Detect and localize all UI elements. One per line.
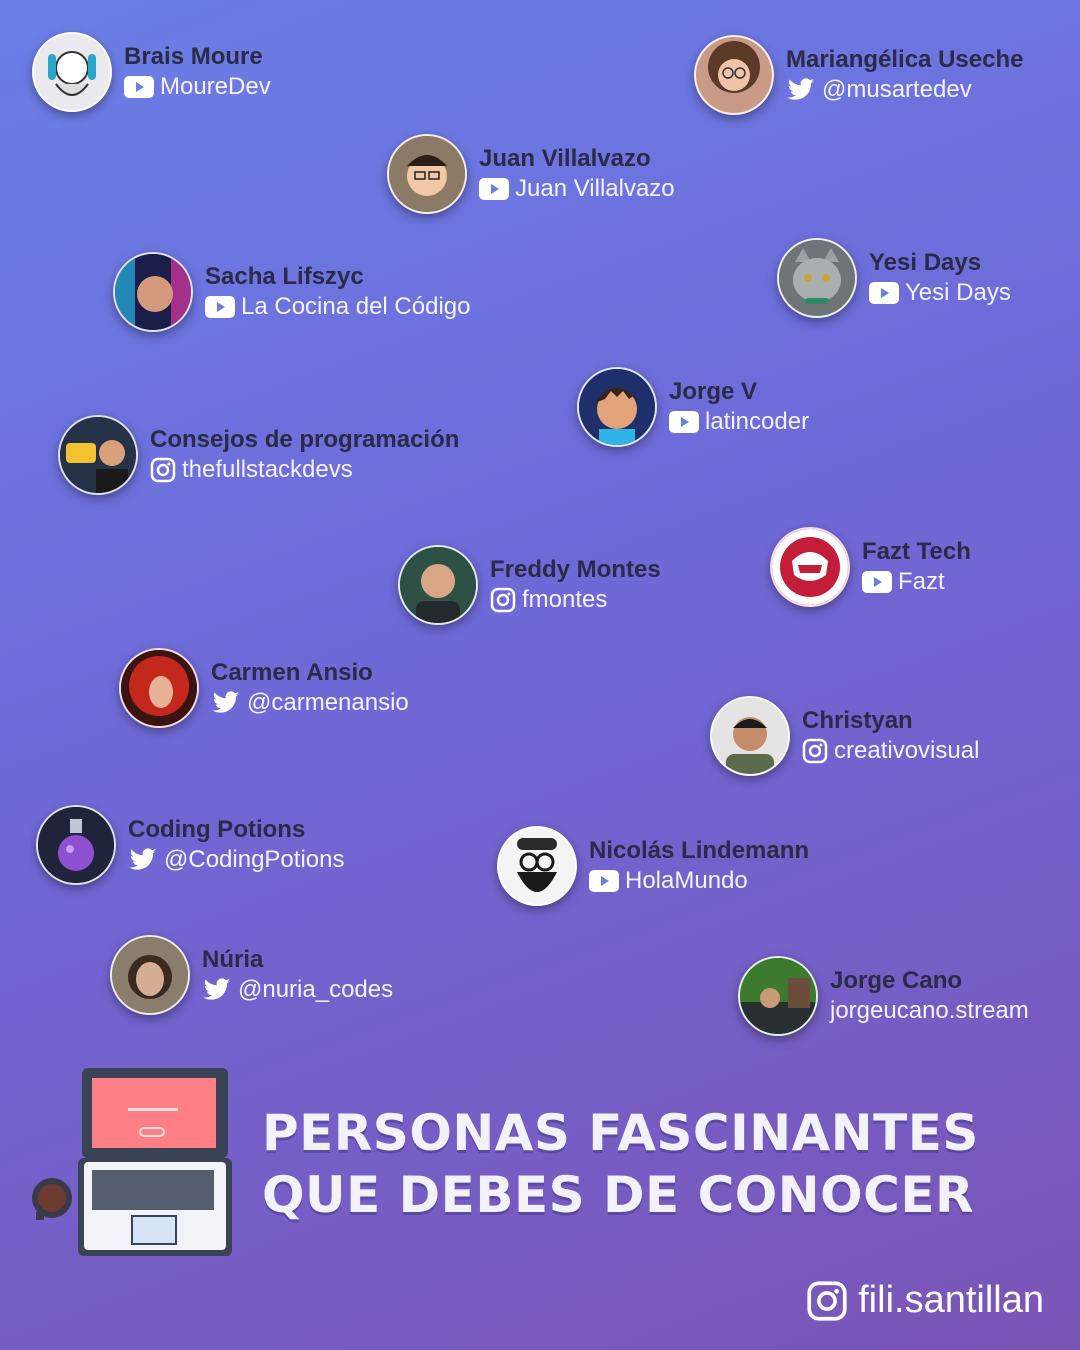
person-link[interactable]: La Cocina del Código (205, 292, 471, 322)
person-name: Núria (202, 946, 264, 973)
laptop-icon (78, 1068, 232, 1256)
person-handle: Yesi Days (905, 279, 1011, 306)
person-link[interactable]: @musartedev (786, 75, 1023, 105)
person-name: Christyan (802, 707, 913, 734)
person-handle: Juan Villalvazo (515, 175, 675, 202)
person-link[interactable]: thefullstackdevs (150, 455, 459, 485)
person-handle: La Cocina del Código (241, 293, 471, 320)
instagram-icon (150, 457, 176, 483)
person-card: Coding Potions @CodingPotions (36, 805, 344, 885)
avatar (710, 696, 790, 776)
person-card: Núria @nuria_codes (110, 935, 393, 1015)
avatar (32, 32, 112, 112)
person-handle: @nuria_codes (238, 976, 394, 1003)
person-card: Mariangélica Useche @musartedev (694, 35, 1023, 115)
footer-instagram-link[interactable]: fili.santillan (806, 1279, 1044, 1322)
person-link[interactable]: MoureDev (124, 72, 271, 102)
youtube-icon (869, 282, 899, 304)
twitter-icon (203, 978, 231, 1000)
person-card: Fazt Tech Fazt (770, 527, 971, 607)
person-card: Brais Moure MoureDev (32, 32, 271, 112)
person-card: Freddy Montes fmontes (398, 545, 661, 625)
title-line: PERSONAS FASCINANTES (262, 1104, 979, 1162)
person-link[interactable]: Yesi Days (869, 278, 1011, 308)
person-handle: @carmenansio (247, 689, 409, 716)
avatar (497, 826, 577, 906)
person-name: Yesi Days (869, 249, 982, 276)
person-handle: jorgeucano.stream (830, 997, 1029, 1024)
twitter-icon (787, 78, 815, 100)
avatar (777, 238, 857, 318)
person-handle: latincoder (705, 408, 810, 435)
person-name: Jorge Cano (830, 967, 963, 994)
person-link[interactable]: fmontes (490, 585, 661, 615)
person-handle: MoureDev (160, 73, 271, 100)
instagram-icon (490, 587, 516, 613)
person-link[interactable]: creativovisual (802, 736, 979, 766)
person-name: Carmen Ansio (211, 659, 373, 686)
youtube-icon (589, 870, 619, 892)
avatar (770, 527, 850, 607)
person-name: Sacha Lifszyc (205, 263, 364, 290)
footer-handle: fili.santillan (858, 1279, 1044, 1321)
person-link[interactable]: jorgeucano.stream (830, 996, 1029, 1026)
person-handle: Fazt (898, 568, 945, 595)
instagram-icon (802, 738, 828, 764)
person-link[interactable]: HolaMundo (589, 866, 809, 896)
title-line: QUE DEBES DE CONOCER (262, 1166, 974, 1224)
person-handle: thefullstackdevs (182, 456, 353, 483)
person-link[interactable]: @nuria_codes (202, 975, 393, 1005)
person-name: Juan Villalvazo (479, 145, 651, 172)
avatar (119, 648, 199, 728)
youtube-icon (862, 571, 892, 593)
avatar (738, 956, 818, 1036)
person-card: Nicolás Lindemann HolaMundo (497, 826, 809, 906)
twitter-icon (212, 691, 240, 713)
person-card: Jorge V latincoder (577, 367, 809, 447)
person-name: Brais Moure (124, 43, 263, 70)
person-card: Sacha Lifszyc La Cocina del Código (113, 252, 471, 332)
youtube-icon (669, 411, 699, 433)
person-link[interactable]: Fazt (862, 567, 971, 597)
person-link[interactable]: latincoder (669, 407, 809, 437)
person-name: Consejos de programación (150, 426, 460, 453)
person-card: Carmen Ansio @carmenansio (119, 648, 409, 728)
instagram-icon (807, 1280, 847, 1321)
avatar (110, 935, 190, 1015)
youtube-icon (479, 178, 509, 200)
person-card: Jorge Cano jorgeucano.stream (738, 956, 1029, 1036)
person-name: Fazt Tech (862, 538, 971, 565)
person-card: Yesi Days Yesi Days (777, 238, 1011, 318)
person-card: Juan Villalvazo Juan Villalvazo (387, 134, 675, 214)
person-link[interactable]: Juan Villalvazo (479, 174, 675, 204)
avatar (694, 35, 774, 115)
avatar (58, 415, 138, 495)
person-name: Freddy Montes (490, 556, 661, 583)
person-name: Coding Potions (128, 816, 306, 843)
person-handle: @CodingPotions (164, 846, 345, 873)
person-name: Jorge V (669, 378, 758, 405)
person-link[interactable]: @CodingPotions (128, 845, 344, 875)
person-card: Christyan creativovisual (710, 696, 979, 776)
avatar (113, 252, 193, 332)
person-name: Mariangélica Useche (786, 46, 1024, 73)
person-card: Consejos de programación thefullstackdev… (58, 415, 459, 495)
avatar (387, 134, 467, 214)
youtube-icon (205, 296, 235, 318)
twitter-icon (129, 848, 157, 870)
person-name: Nicolás Lindemann (589, 837, 810, 864)
avatar (398, 545, 478, 625)
avatar (577, 367, 657, 447)
person-handle: HolaMundo (625, 867, 748, 894)
person-handle: fmontes (522, 586, 608, 613)
laptop-illustration (32, 1068, 232, 1256)
person-handle: @musartedev (822, 76, 972, 103)
person-link[interactable]: @carmenansio (211, 688, 409, 718)
coffee-mug-icon (32, 1178, 72, 1220)
main-title: PERSONAS FASCINANTES QUE DEBES DE CONOCE… (262, 1102, 979, 1226)
person-handle: creativovisual (834, 737, 980, 764)
youtube-icon (124, 76, 154, 98)
avatar (36, 805, 116, 885)
